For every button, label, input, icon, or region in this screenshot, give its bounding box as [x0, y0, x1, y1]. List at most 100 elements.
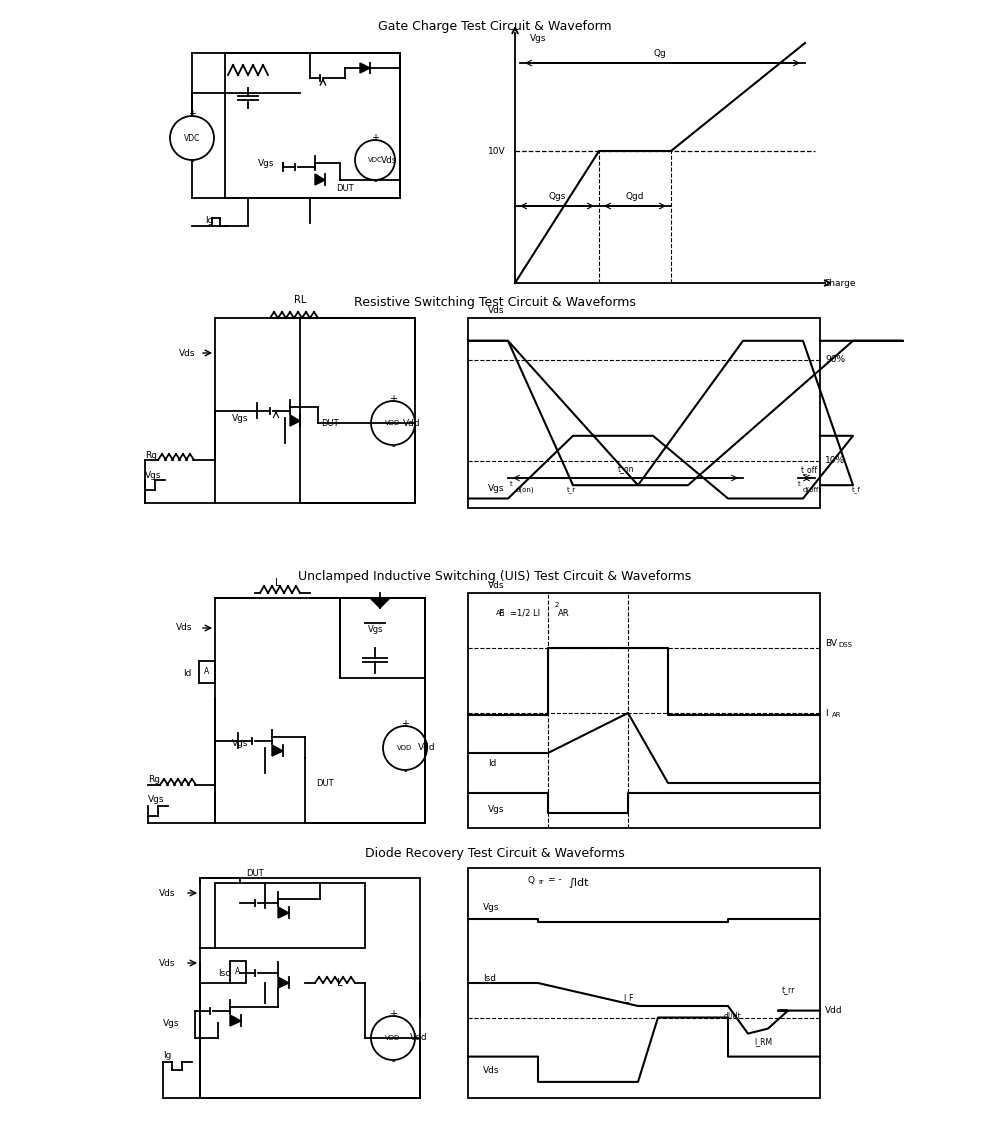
Text: rr: rr [538, 879, 544, 885]
Text: Vds: Vds [175, 624, 192, 633]
Text: DUT: DUT [246, 868, 264, 877]
Text: Vds: Vds [159, 958, 175, 967]
Text: Vgs: Vgs [488, 806, 504, 815]
Text: AR: AR [558, 609, 570, 618]
Text: d(off): d(off) [803, 487, 823, 493]
Polygon shape [278, 978, 289, 988]
Polygon shape [360, 63, 370, 73]
Text: Vds: Vds [178, 348, 195, 357]
Text: I_F: I_F [622, 993, 633, 1003]
Polygon shape [315, 174, 325, 185]
Text: -: - [391, 1056, 394, 1066]
Text: I: I [825, 709, 827, 717]
Text: Unclamped Inductive Switching (UIS) Test Circuit & Waveforms: Unclamped Inductive Switching (UIS) Test… [298, 569, 692, 583]
Text: DUT: DUT [321, 419, 339, 428]
Text: Rg: Rg [145, 451, 157, 460]
Text: VDD: VDD [385, 420, 400, 426]
Bar [215, 883, 365, 948]
Text: t_f: t_f [851, 487, 860, 494]
Text: -: - [190, 156, 194, 166]
Polygon shape [272, 745, 283, 756]
Text: Gate Charge Test Circuit & Waveform: Gate Charge Test Circuit & Waveform [379, 19, 611, 33]
Text: Ig: Ig [163, 1052, 171, 1061]
Text: Vgs: Vgs [483, 902, 499, 912]
Bar [199, 661, 215, 683]
Text: Id: Id [488, 759, 496, 767]
Text: A: A [204, 668, 210, 676]
Text: Vgs: Vgs [232, 413, 249, 422]
Text: d(on): d(on) [516, 487, 534, 493]
Text: +: + [389, 1009, 397, 1019]
Text: 90%: 90% [825, 355, 845, 364]
Polygon shape [278, 907, 289, 918]
Text: 2: 2 [555, 602, 559, 608]
Bar [340, 597, 425, 678]
Bar [468, 593, 820, 828]
Text: ∫Idt: ∫Idt [568, 879, 589, 888]
Text: Diode Recovery Test Circuit & Waveforms: Diode Recovery Test Circuit & Waveforms [365, 847, 625, 859]
Text: Vgs: Vgs [145, 470, 162, 479]
Text: Vgs: Vgs [232, 739, 249, 748]
Text: Resistive Switching Test Circuit & Waveforms: Resistive Switching Test Circuit & Wavef… [354, 296, 636, 308]
Bar [225, 53, 400, 198]
Text: VDC: VDC [183, 133, 200, 142]
Text: Id: Id [183, 668, 192, 677]
Text: Ig: Ig [205, 215, 213, 224]
Text: Vgs: Vgs [530, 33, 546, 42]
Text: DUT: DUT [336, 183, 354, 192]
Text: Vgs: Vgs [368, 626, 384, 635]
Bar [230, 960, 246, 983]
Text: =1/2 LI: =1/2 LI [510, 609, 540, 618]
Text: t_on: t_on [617, 465, 634, 475]
Bar [215, 318, 415, 503]
Text: t_off: t_off [801, 465, 818, 475]
Text: VDD: VDD [397, 745, 412, 751]
Text: I_RM: I_RM [754, 1037, 772, 1046]
Polygon shape [370, 597, 390, 608]
Polygon shape [290, 415, 300, 426]
Text: +: + [188, 109, 196, 119]
Text: DUT: DUT [316, 778, 334, 787]
Text: RL: RL [293, 295, 306, 305]
Text: +: + [401, 719, 409, 729]
Text: Qgd: Qgd [625, 191, 644, 200]
Bar [200, 879, 420, 1098]
Text: Vgs: Vgs [148, 795, 165, 805]
Text: Q: Q [528, 875, 535, 884]
Text: Vds: Vds [483, 1066, 499, 1075]
Text: E: E [498, 609, 503, 618]
Text: L: L [337, 978, 343, 988]
Text: Qgs: Qgs [548, 191, 566, 200]
Text: DSS: DSS [838, 642, 852, 648]
Text: 10V: 10V [489, 147, 505, 156]
Text: Rg: Rg [148, 775, 160, 784]
Text: Vds: Vds [488, 580, 504, 589]
Text: 10%: 10% [825, 456, 845, 465]
Text: Isd: Isd [483, 974, 496, 983]
Text: +: + [389, 394, 397, 404]
Text: L: L [275, 578, 280, 588]
Text: dI/dt: dI/dt [724, 1012, 742, 1021]
Text: t: t [798, 481, 801, 487]
Text: Charge: Charge [824, 279, 856, 288]
Text: Vgs: Vgs [258, 158, 275, 167]
Text: BV: BV [825, 638, 837, 648]
Bar [215, 597, 425, 823]
Bar [468, 868, 820, 1098]
Text: t_r: t_r [567, 487, 576, 494]
Text: A: A [236, 967, 241, 976]
Text: Vgs: Vgs [163, 1019, 179, 1028]
Text: -: - [391, 442, 394, 451]
Text: -: - [403, 766, 406, 776]
Text: AR: AR [496, 610, 505, 616]
Polygon shape [230, 1015, 241, 1026]
Text: = -: = - [548, 875, 562, 884]
Text: -: - [374, 176, 377, 185]
Text: Vds: Vds [159, 889, 175, 898]
Text: t_rr: t_rr [781, 987, 795, 995]
Text: Qg: Qg [654, 49, 666, 58]
Bar [468, 318, 820, 508]
Text: Isd: Isd [218, 968, 231, 978]
Text: VDC: VDC [368, 157, 383, 163]
Text: Vds: Vds [381, 156, 397, 165]
